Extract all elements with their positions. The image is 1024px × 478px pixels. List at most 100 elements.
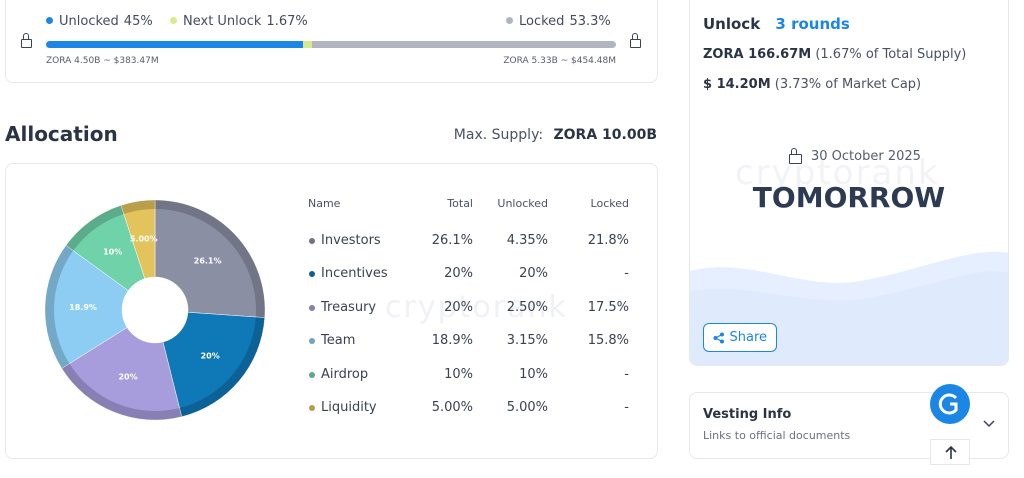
row-locked: 17.5%: [587, 300, 629, 315]
row-total: 26.1%: [431, 233, 473, 248]
pie-slice: [61, 327, 182, 421]
legend-value: 45%: [123, 14, 153, 29]
locked-note: ZORA 5.33B ~ $454.48M: [503, 56, 616, 66]
row-name: Treasury: [321, 300, 377, 315]
row-name: Incentives: [321, 266, 388, 281]
row-name: Team: [321, 333, 356, 348]
arrow-up-icon: [945, 445, 957, 459]
row-name: Airdrop: [321, 367, 369, 382]
unlock-date: 30 October 2025: [811, 149, 921, 164]
pie-slice-rim: [45, 245, 74, 369]
pie-slice: [162, 312, 266, 418]
scroll-top-button[interactable]: [930, 439, 970, 465]
row-total: 20%: [444, 266, 473, 281]
pie-slice-rim: [179, 316, 265, 417]
lock-icon: [21, 33, 32, 48]
row-unlocked: 4.35%: [506, 233, 548, 248]
chevron-icon: [983, 420, 995, 428]
max-supply-label: Max. Supply:: [453, 127, 544, 143]
pie-slice-rim: [155, 200, 265, 318]
share-label: Share: [729, 330, 767, 345]
pie-slice-rim: [66, 205, 124, 251]
watermark: cryptorank: [735, 153, 940, 193]
pie-label: 10%: [103, 247, 122, 256]
amount: ZORA 166.67M: [703, 47, 812, 62]
watermark: cryptorank: [385, 290, 568, 325]
unlocked-note: ZORA 4.50B ~ $383.47M: [46, 56, 159, 66]
row-total: 18.9%: [431, 333, 473, 348]
pie-slice-rim: [121, 200, 155, 214]
share-button[interactable]: Share: [703, 323, 777, 352]
row-unlocked: 5.00%: [506, 400, 548, 415]
row-total: 20%: [444, 300, 473, 315]
legend-name: Locked: [519, 14, 565, 29]
vesting-title: Vesting Info: [703, 407, 792, 422]
value: $ 14.20M: [703, 77, 771, 92]
amount-note: (1.67% of Total Supply): [815, 47, 967, 62]
row-unlocked: 10%: [519, 367, 548, 382]
row-dot: [309, 338, 315, 344]
row-dot: [309, 238, 315, 244]
pie-slice: [154, 199, 266, 318]
unlock-value: $ 14.20M (3.73% of Market Cap): [703, 77, 921, 92]
legend-item: Locked 53.3%: [506, 14, 611, 29]
pie-slice: [44, 244, 129, 369]
lock-icon: [789, 148, 802, 164]
pie-slice: [120, 199, 156, 279]
row-locked: -: [624, 400, 629, 415]
row-unlocked: 2.50%: [506, 300, 548, 315]
row-locked: 15.8%: [587, 333, 629, 348]
pie-label: 5.00%: [130, 234, 158, 243]
column-header: Total: [447, 197, 473, 210]
vesting-subtitle: Links to official documents: [703, 429, 851, 442]
section-title: Allocation: [5, 122, 118, 146]
pie-label: 20%: [201, 352, 220, 361]
row-dot: [309, 271, 315, 277]
pie-label: 26.1%: [194, 256, 222, 265]
row-name: Investors: [321, 233, 381, 248]
pie-chart: 26.1% 20% 20% 18.9% 10% 5.00%: [44, 199, 266, 421]
legend-name: Next Unlock: [183, 14, 262, 29]
unlock-title: Unlock: [703, 15, 761, 33]
legend-value: 1.67%: [266, 14, 308, 29]
legend-name: Unlocked: [59, 14, 119, 29]
pie-label: 18.9%: [69, 303, 97, 312]
value-note: (3.73% of Market Cap): [774, 77, 922, 92]
pie-label: 20%: [118, 372, 137, 381]
column-header: Unlocked: [497, 197, 548, 210]
unlock-amount: ZORA 166.67M (1.67% of Total Supply): [703, 47, 966, 62]
pie-slice-rim: [61, 363, 182, 420]
legend-item: Unlocked 45%: [46, 14, 153, 29]
share-icon: [713, 332, 724, 344]
progress-segment: [312, 41, 616, 48]
legend-dot: [46, 17, 53, 24]
row-dot: [309, 405, 315, 411]
row-total: 10%: [444, 367, 473, 382]
lock-icon: [630, 33, 641, 48]
column-header: Name: [308, 197, 341, 210]
legend-value: 53.3%: [569, 14, 611, 29]
row-unlocked: 20%: [519, 266, 548, 281]
row-unlocked: 3.15%: [506, 333, 548, 348]
row-dot: [309, 372, 315, 378]
progress-segment: [46, 41, 303, 48]
row-locked: -: [624, 266, 629, 281]
max-supply-value: ZORA 10.00B: [553, 127, 658, 143]
legend-item: Next Unlock 1.67%: [170, 14, 308, 29]
countdown: TOMORROW: [752, 181, 946, 214]
max-supply: Max. Supply: ZORA 10.00B: [454, 127, 657, 143]
row-total: 5.00%: [431, 400, 473, 415]
progress-segment: [302, 41, 313, 48]
row-locked: -: [624, 367, 629, 382]
assistant-button[interactable]: [929, 383, 971, 425]
unlock-rounds[interactable]: 3 rounds: [775, 15, 850, 33]
row-name: Liquidity: [321, 400, 377, 415]
legend-dot: [506, 17, 513, 24]
column-header: Locked: [590, 197, 629, 210]
row-locked: 21.8%: [587, 233, 629, 248]
legend-dot: [170, 17, 177, 24]
progress-bar: [46, 41, 616, 48]
row-dot: [309, 305, 315, 311]
unlock-heading: Unlock 3 rounds: [703, 15, 850, 33]
